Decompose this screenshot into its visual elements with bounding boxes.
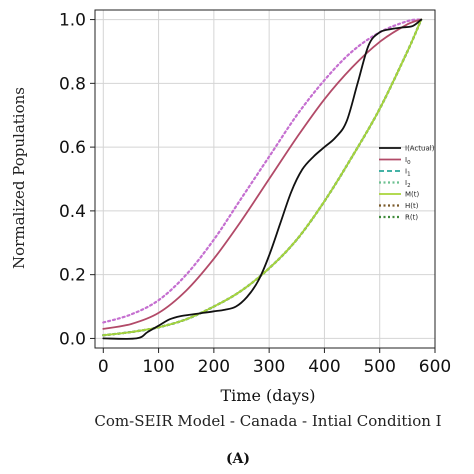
legend-label: H(t): [405, 202, 419, 210]
x-tick-label: 0: [98, 357, 109, 377]
x-tick-label: 400: [308, 357, 340, 377]
panel-label: (A): [226, 451, 250, 467]
y-axis-label: Normalized Populations: [10, 87, 28, 269]
plot-frame: [94, 9, 436, 349]
series-line-6: [102, 18, 423, 337]
chart-subtitle: Com-SEIR Model - Canada - Intial Conditi…: [94, 412, 441, 430]
series-line-2: [102, 18, 422, 336]
series-line-4: [102, 18, 423, 337]
x-ticks: 0 100 200 300 400 500 600: [98, 348, 451, 377]
y-tick-label: 0.4: [59, 202, 86, 222]
x-tick-label: 200: [198, 357, 230, 377]
legend-label: I(Actual): [405, 145, 435, 153]
y-tick-label: 1.0: [59, 11, 86, 31]
series-layer: [102, 18, 423, 340]
legend-label: R(t): [405, 214, 418, 222]
x-tick-label: 600: [419, 357, 451, 377]
series-line-7: [102, 18, 423, 324]
series-line-1: [102, 18, 423, 330]
x-tick-label: 300: [253, 357, 285, 377]
y-tick-label: 0.8: [59, 74, 86, 94]
series-line-3: [102, 18, 423, 337]
y-ticks: 0.0 0.2 0.4 0.6 0.8 1.0: [59, 11, 95, 349]
grid-lines: [95, 10, 436, 348]
legend-label: I0: [405, 156, 411, 166]
y-tick-label: 0.0: [59, 329, 86, 349]
y-tick-label: 0.6: [59, 138, 86, 158]
x-tick-label: 500: [363, 357, 395, 377]
series-line-5: [102, 18, 423, 337]
legend-label: I1: [405, 168, 411, 178]
legend-label: M(t): [405, 191, 420, 199]
y-tick-label: 0.2: [59, 266, 86, 286]
legend-label: I2: [405, 179, 411, 189]
x-tick-label: 100: [142, 357, 174, 377]
x-axis-label: Time (days): [220, 386, 315, 405]
series-line-0: [102, 18, 423, 340]
